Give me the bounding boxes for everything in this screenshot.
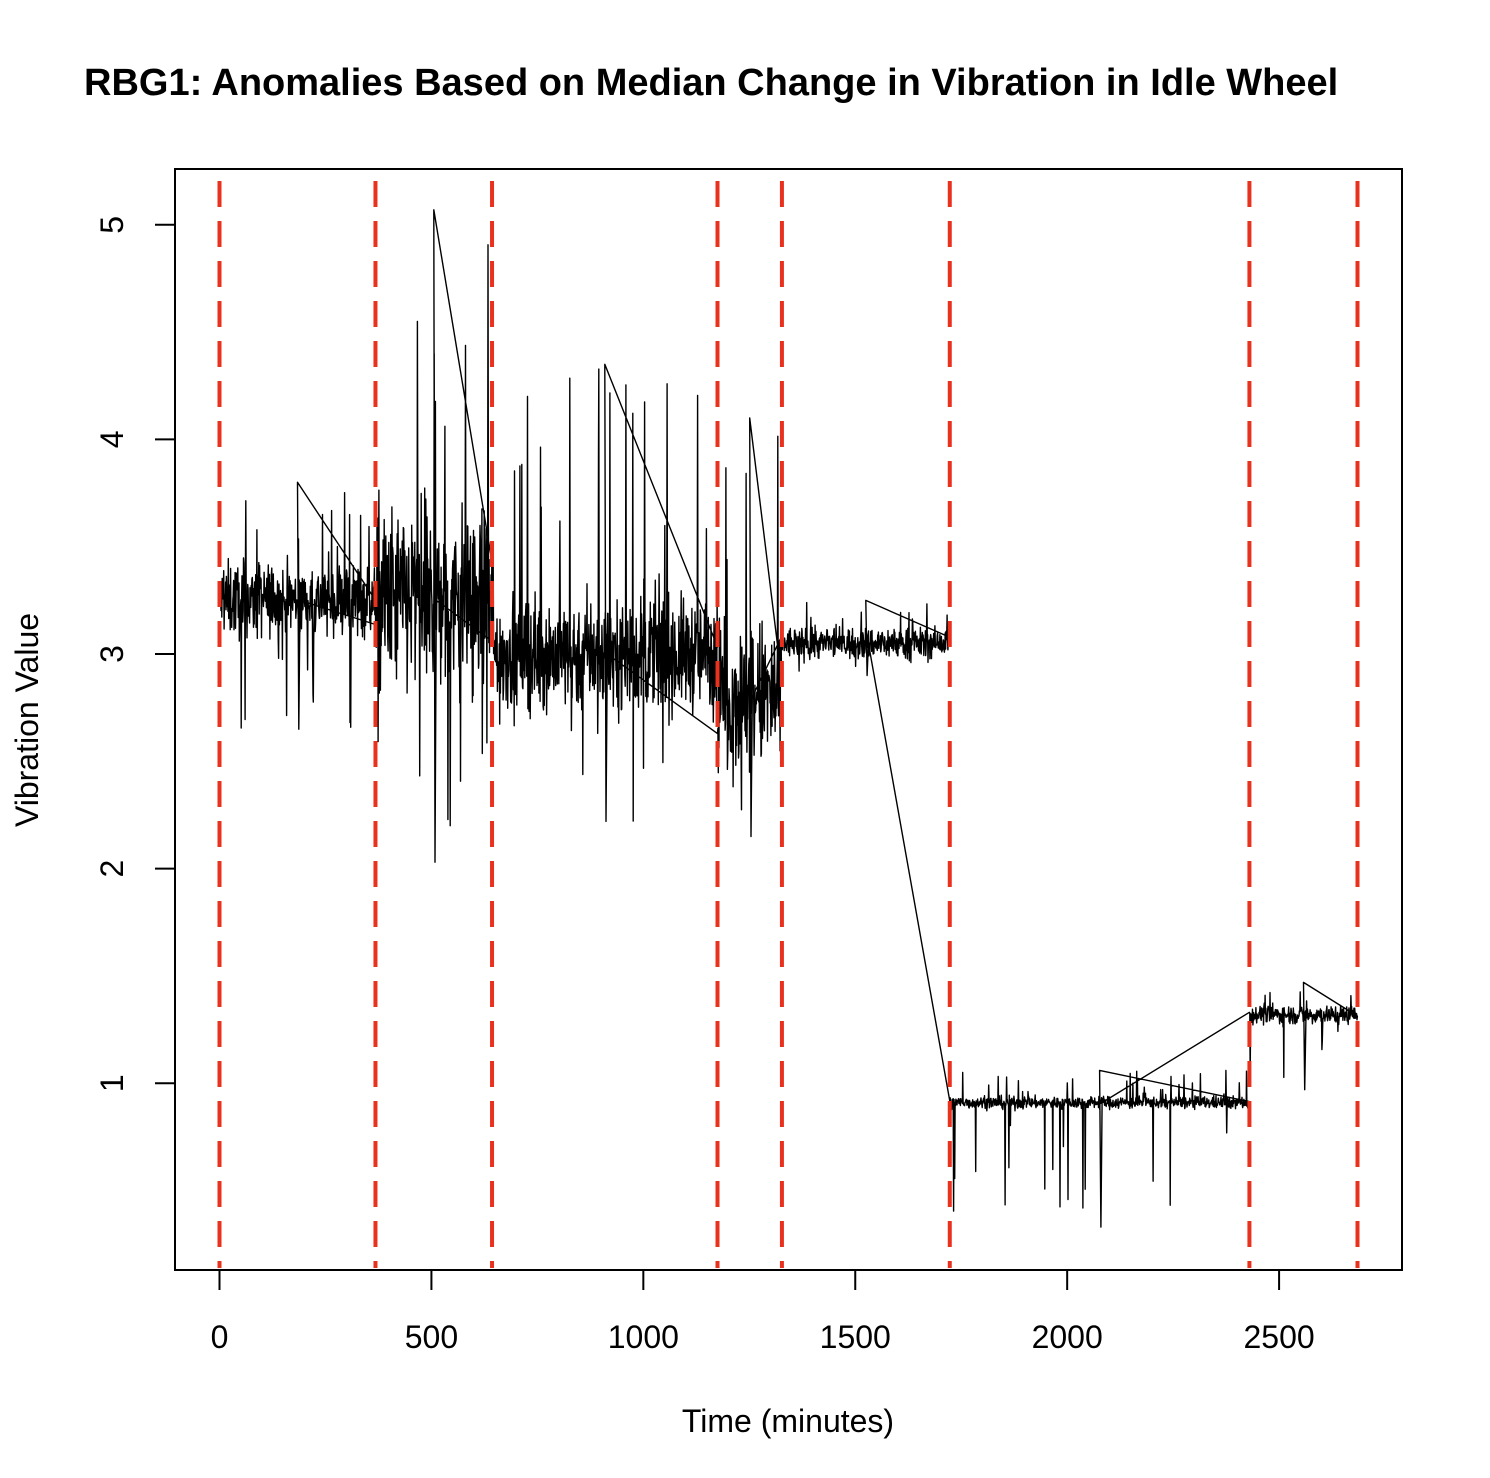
- y-tick-label: 3: [94, 645, 130, 663]
- x-tick-label: 2000: [1032, 1319, 1103, 1355]
- y-tick-label: 1: [94, 1074, 130, 1092]
- x-axis: 0 500 1000 1500 2000 2500: [211, 1269, 1315, 1355]
- changepoint-layer: [217, 181, 1360, 1268]
- y-tick-label: 2: [94, 860, 130, 878]
- x-axis-label: Time (minutes): [682, 1403, 894, 1439]
- series-layer: [218, 209, 1359, 1228]
- series-line: [218, 209, 1359, 1228]
- x-tick-label: 1000: [608, 1319, 679, 1355]
- y-axis-label: Vibration Value: [9, 613, 45, 827]
- y-tick-label: 4: [94, 431, 130, 449]
- x-tick-label: 500: [405, 1319, 458, 1355]
- x-tick-label: 2500: [1243, 1319, 1314, 1355]
- y-axis: 1 2 3 4 5: [94, 216, 176, 1092]
- x-tick-label: 0: [211, 1319, 229, 1355]
- y-tick-label: 5: [94, 216, 130, 234]
- x-tick-label: 1500: [820, 1319, 891, 1355]
- chart-title: RBG1: Anomalies Based on Median Change i…: [84, 62, 1338, 104]
